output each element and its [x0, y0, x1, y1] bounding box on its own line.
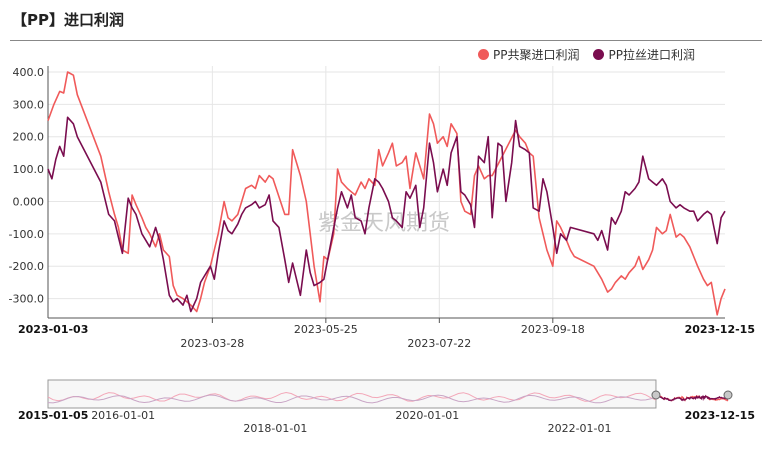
x-tick-label: 2023-07-22 [407, 337, 471, 350]
page-title: 【PP】进口利润 [12, 11, 124, 29]
legend-item-raffia[interactable]: PP拉丝进口利润 [593, 46, 695, 63]
legend-marker-raffia [593, 49, 605, 60]
x-tick-label: 2023-09-18 [521, 323, 585, 336]
navigator-left-handle[interactable] [651, 390, 661, 400]
watermark: 紫金天风期货 [318, 211, 450, 236]
title-divider [10, 40, 762, 41]
series-line-raffia [47, 116, 726, 313]
legend-label-raffia: PP拉丝进口利润 [608, 48, 695, 62]
x-end-label: 2023-12-15 [685, 323, 755, 336]
x-start-label: 2023-01-03 [18, 323, 88, 336]
x-tick-label: 2023-03-28 [180, 337, 244, 350]
chart-legend: PP共聚进口利润 PP拉丝进口利润 [478, 46, 695, 63]
legend-marker-copolymer [478, 49, 489, 60]
y-tick-label: 100.0 [13, 163, 45, 176]
navigator-right-handle[interactable] [723, 390, 733, 400]
y-tick-label: -100.0 [9, 228, 44, 241]
navigator-tick-label: 2016-01-01 [91, 409, 155, 422]
y-tick-label: 200.0 [13, 131, 45, 144]
navigator-selected-raffia [655, 394, 729, 402]
legend-item-copolymer[interactable]: PP共聚进口利润 [478, 46, 579, 63]
series-line-copolymer [47, 71, 726, 316]
navigator-trace-copolymer [47, 391, 657, 402]
legend-label-copolymer: PP共聚进口利润 [493, 48, 580, 62]
navigator-tick-label: 2020-01-01 [395, 409, 459, 422]
navigator-start-label: 2015-01-05 [18, 409, 88, 422]
series-layer [47, 71, 726, 316]
y-tick-label: -300.0 [9, 293, 44, 306]
y-tick-label: 400.0 [13, 66, 45, 79]
navigator-tick-label: 2022-01-01 [548, 422, 612, 435]
navigator-unselected-window [47, 379, 657, 409]
x-tick-label: 2023-05-25 [294, 323, 358, 336]
grid-layer [48, 66, 725, 318]
y-tick-label: 300.0 [13, 98, 45, 111]
y-tick-label: -200.0 [9, 260, 44, 273]
range-navigator[interactable]: 2016-01-01 2018-01-01 2020-01-01 2022-01-01… [18, 379, 755, 435]
x-axis: 2023-03-28 2023-05-25 2023-07-22 2023-09-18… [18, 317, 755, 350]
navigator-tick-label: 2018-01-01 [243, 422, 307, 435]
y-axis: 400.0 300.0 200.0 100.0 0.000 -100.0 -200.0 -30… [9, 66, 49, 318]
navigator-end-label: 2023-12-15 [685, 409, 755, 422]
navigator-trace-raffia [47, 394, 657, 404]
y-tick-label: 0.000 [13, 195, 45, 208]
